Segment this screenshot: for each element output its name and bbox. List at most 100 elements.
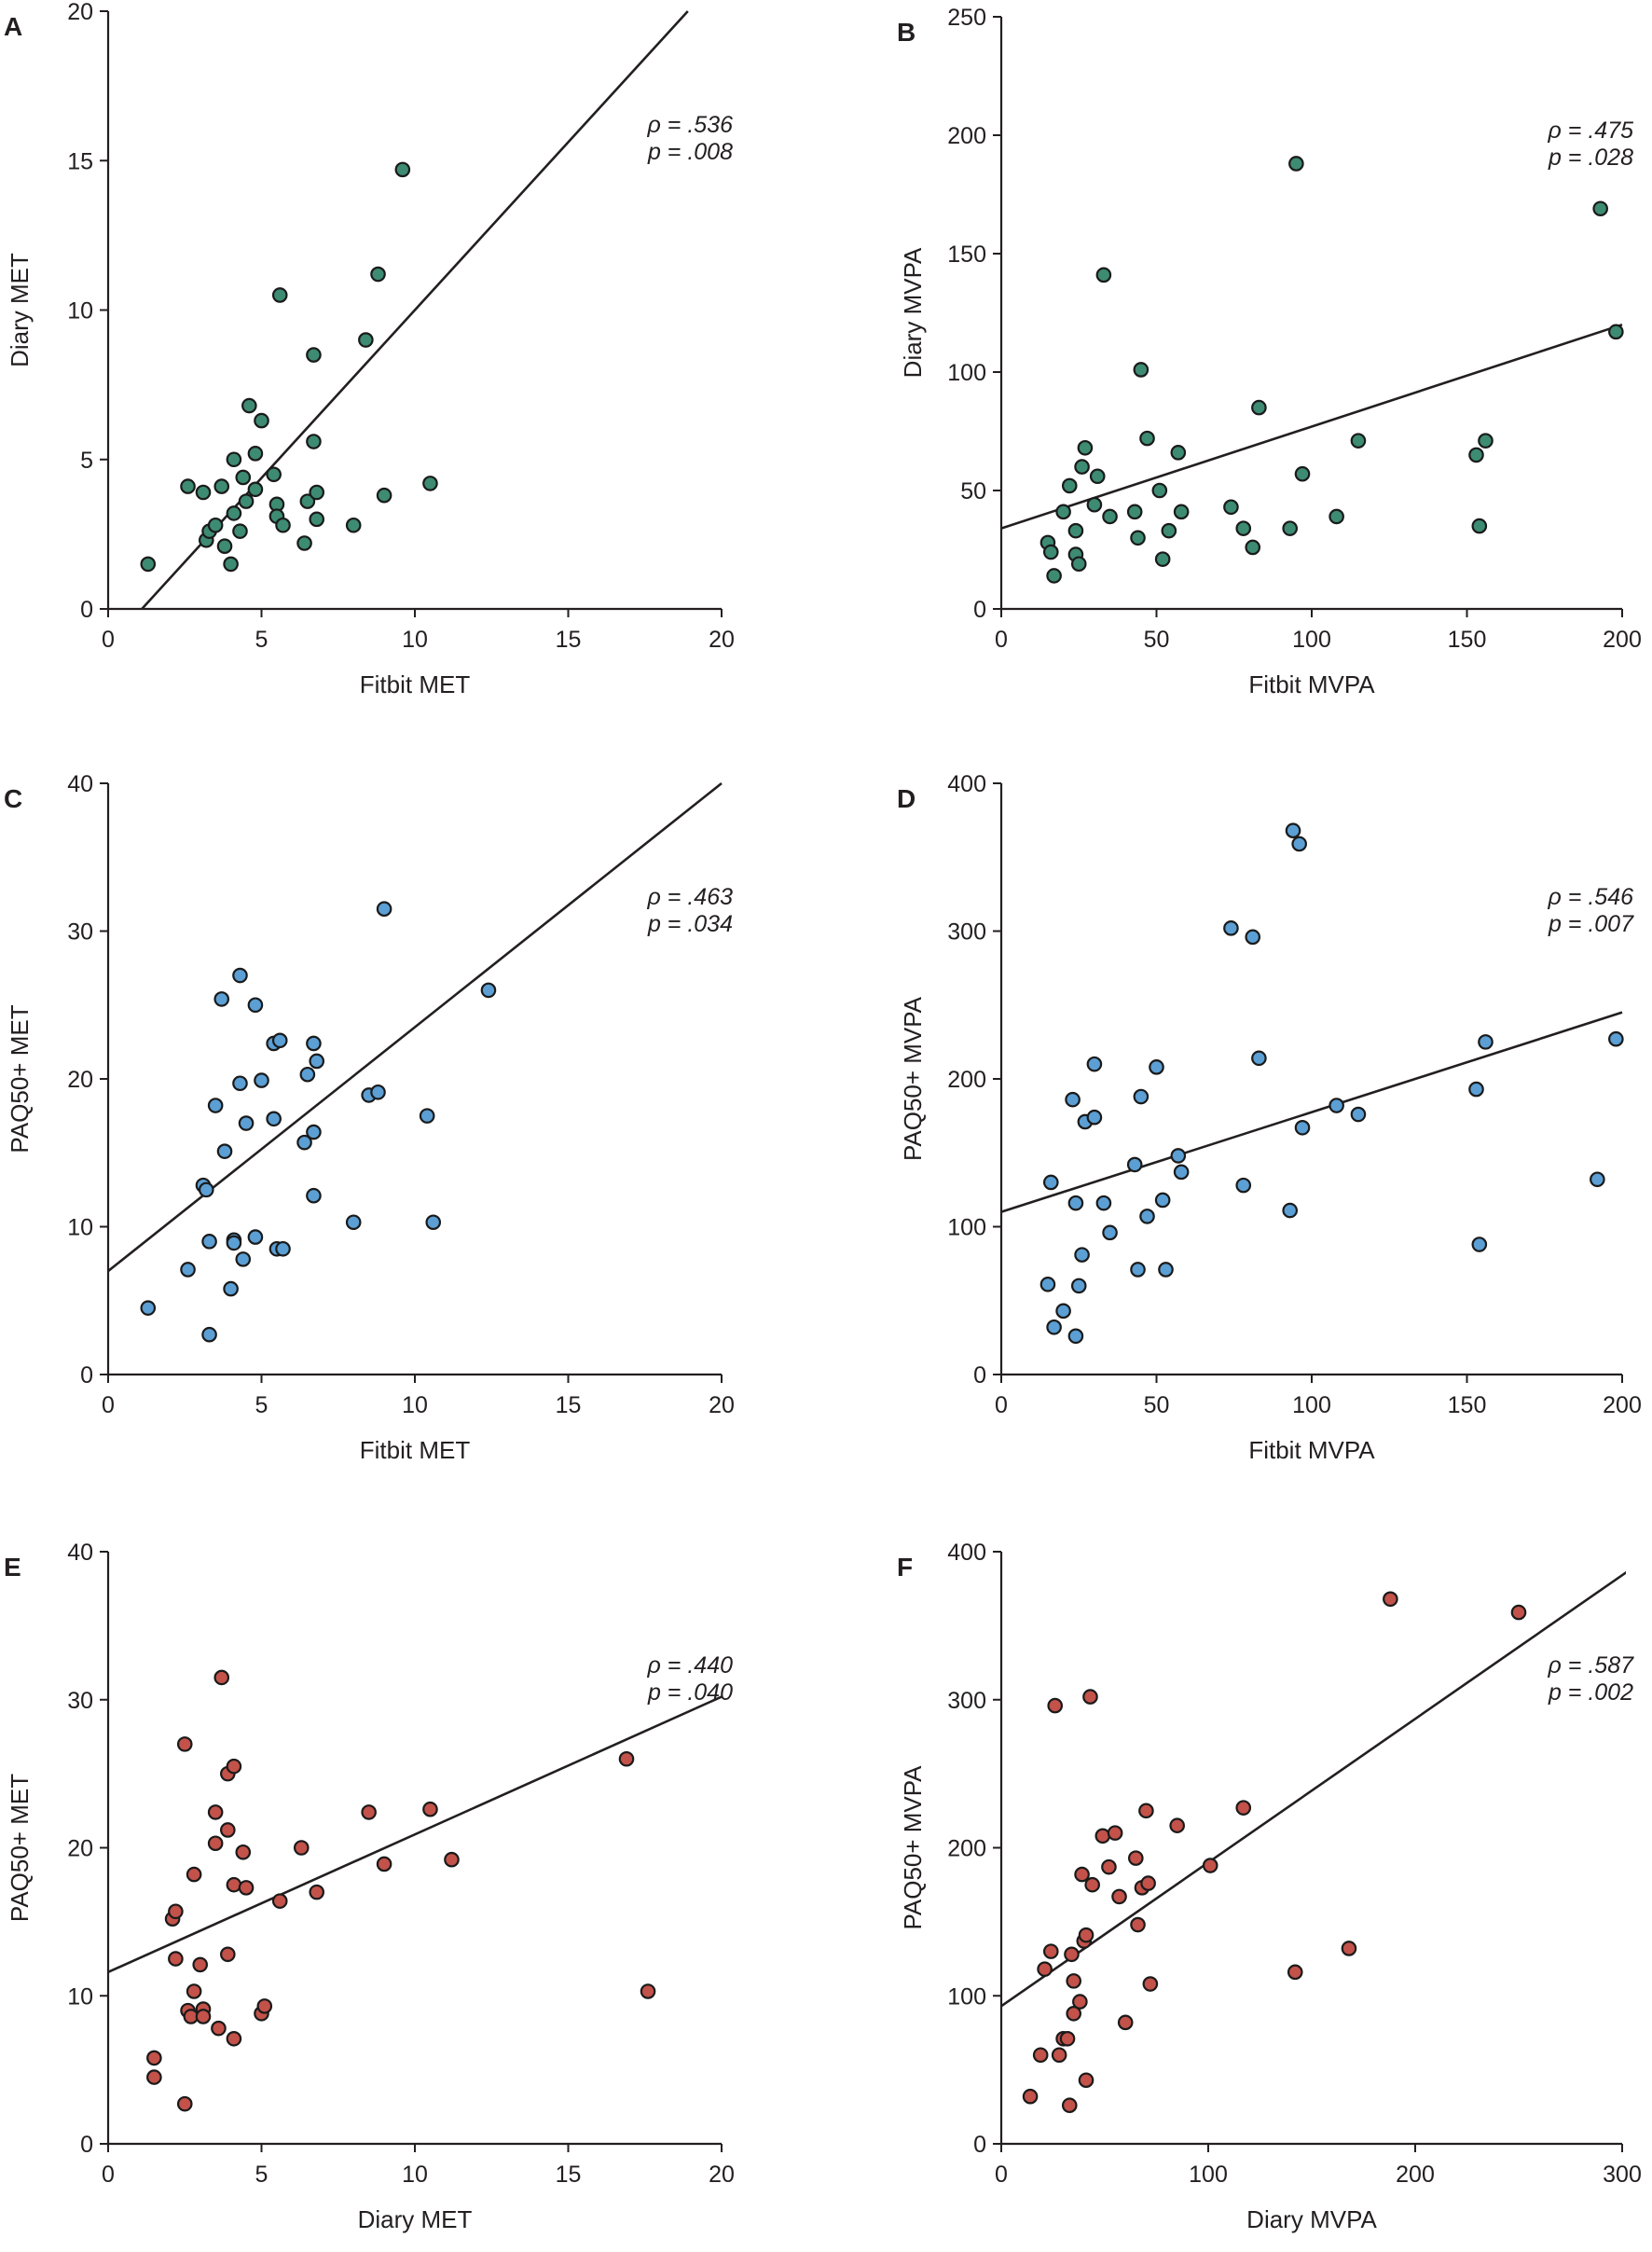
data-point-b xyxy=(1154,551,1171,567)
data-point-e xyxy=(168,1951,184,1967)
data-point-e xyxy=(186,1983,202,1999)
data-point-a xyxy=(422,476,438,491)
y-tick-label-b: 200 xyxy=(947,123,986,149)
data-point-c xyxy=(370,1084,386,1100)
data-point-c xyxy=(207,1098,224,1113)
data-point-b xyxy=(1223,499,1239,516)
data-point-c xyxy=(306,1187,322,1204)
y-tick-label-c: 40 xyxy=(67,771,93,797)
data-point-f xyxy=(1074,1866,1090,1883)
stat-p-a: p = .008 xyxy=(647,139,733,165)
data-point-e xyxy=(168,1903,184,1920)
data-point-a xyxy=(309,484,325,501)
x-axis-label-f: Diary MVPA xyxy=(1246,2205,1377,2233)
data-point-f xyxy=(1064,1946,1080,1963)
data-point-f xyxy=(1022,2088,1039,2105)
y-tick-label-a: 15 xyxy=(67,148,93,174)
data-point-a xyxy=(309,511,325,528)
data-point-b xyxy=(1151,482,1168,499)
data-point-d xyxy=(1149,1059,1164,1075)
data-point-c xyxy=(271,1032,288,1049)
y-tick-label-a: 0 xyxy=(80,597,93,623)
data-point-d xyxy=(1095,1195,1112,1211)
data-point-c xyxy=(238,1115,255,1131)
stat-p-b: p = .028 xyxy=(1548,145,1633,171)
data-point-b xyxy=(1235,520,1252,536)
regression-line-b xyxy=(1001,323,1623,530)
data-point-a xyxy=(213,478,230,494)
data-point-d xyxy=(1285,822,1301,839)
data-point-c xyxy=(226,1235,242,1251)
data-point-c xyxy=(254,1072,269,1088)
data-point-d xyxy=(1282,1202,1298,1219)
data-point-d xyxy=(1042,1174,1059,1191)
data-point-d xyxy=(1070,1278,1087,1294)
data-point-a xyxy=(226,505,242,521)
data-point-e xyxy=(211,2020,227,2037)
data-point-f xyxy=(1072,1994,1088,2010)
data-point-e xyxy=(361,1804,377,1820)
panel-label-b: B xyxy=(897,18,915,47)
stat-rho-f: ρ = .587 xyxy=(1548,1652,1635,1679)
x-tick-label-b: 200 xyxy=(1603,627,1642,653)
y-tick-label-f: 0 xyxy=(973,2132,986,2158)
data-point-d xyxy=(1126,1156,1143,1173)
panel-d: 0 100 200 300 400 0 50 100 150 200 Fitbit MVPA PAQ5… xyxy=(897,771,1642,1464)
data-point-d xyxy=(1173,1164,1190,1181)
data-point-c xyxy=(480,982,497,999)
data-point-e xyxy=(309,1884,325,1900)
data-point-a xyxy=(266,466,282,483)
data-point-b xyxy=(1061,477,1078,494)
data-point-a xyxy=(238,493,255,509)
x-tick-label-f: 200 xyxy=(1396,2162,1435,2188)
data-point-c xyxy=(216,1143,233,1159)
data-point-f xyxy=(1042,1943,1059,1959)
y-tick-label-e: 0 xyxy=(80,2132,93,2158)
data-point-d xyxy=(1046,1319,1062,1335)
data-point-b xyxy=(1592,200,1608,217)
data-point-c xyxy=(223,1280,239,1297)
data-point-f xyxy=(1138,1803,1154,1819)
stat-p-c: p = .034 xyxy=(647,911,733,937)
data-point-d xyxy=(1223,920,1239,936)
data-point-f xyxy=(1032,2047,1049,2064)
x-tick-label-a: 5 xyxy=(255,627,268,653)
data-point-f xyxy=(1383,1591,1398,1608)
data-point-b xyxy=(1468,447,1484,463)
data-point-a xyxy=(394,161,411,178)
data-point-e xyxy=(640,1983,656,1999)
data-point-d xyxy=(1471,1237,1488,1252)
stat-p-d: p = .007 xyxy=(1548,911,1634,937)
x-tick-label-e: 15 xyxy=(556,2162,582,2188)
data-point-f xyxy=(1094,1828,1111,1844)
data-point-e xyxy=(176,1736,193,1752)
data-point-c xyxy=(345,1214,362,1231)
data-point-c xyxy=(275,1240,291,1257)
y-tick-label-d: 300 xyxy=(947,919,986,946)
data-point-a xyxy=(223,556,239,573)
x-axis-label-e: Diary MET xyxy=(358,2205,473,2233)
data-point-d xyxy=(1065,1091,1081,1108)
data-point-c xyxy=(198,1181,214,1198)
data-point-b xyxy=(1282,520,1298,536)
data-point-d xyxy=(1102,1224,1118,1241)
x-tick-label-c: 20 xyxy=(709,1392,735,1418)
x-tick-label-c: 5 xyxy=(255,1392,268,1418)
y-tick-label-e: 10 xyxy=(67,1983,93,2010)
data-point-a xyxy=(247,481,264,498)
data-point-a xyxy=(254,412,269,429)
data-point-f xyxy=(1235,1800,1252,1816)
data-point-c xyxy=(235,1251,252,1267)
data-point-d xyxy=(1074,1247,1090,1263)
data-point-d xyxy=(1130,1262,1146,1278)
data-point-e xyxy=(226,1758,242,1775)
stat-rho-a: ρ = .536 xyxy=(647,112,734,138)
data-point-b xyxy=(1067,522,1084,539)
data-point-b xyxy=(1288,156,1304,172)
data-point-e xyxy=(207,1804,224,1820)
data-point-b xyxy=(1070,556,1087,573)
data-point-f xyxy=(1111,1888,1127,1905)
data-point-d xyxy=(1590,1171,1605,1188)
data-point-b xyxy=(1161,522,1177,539)
